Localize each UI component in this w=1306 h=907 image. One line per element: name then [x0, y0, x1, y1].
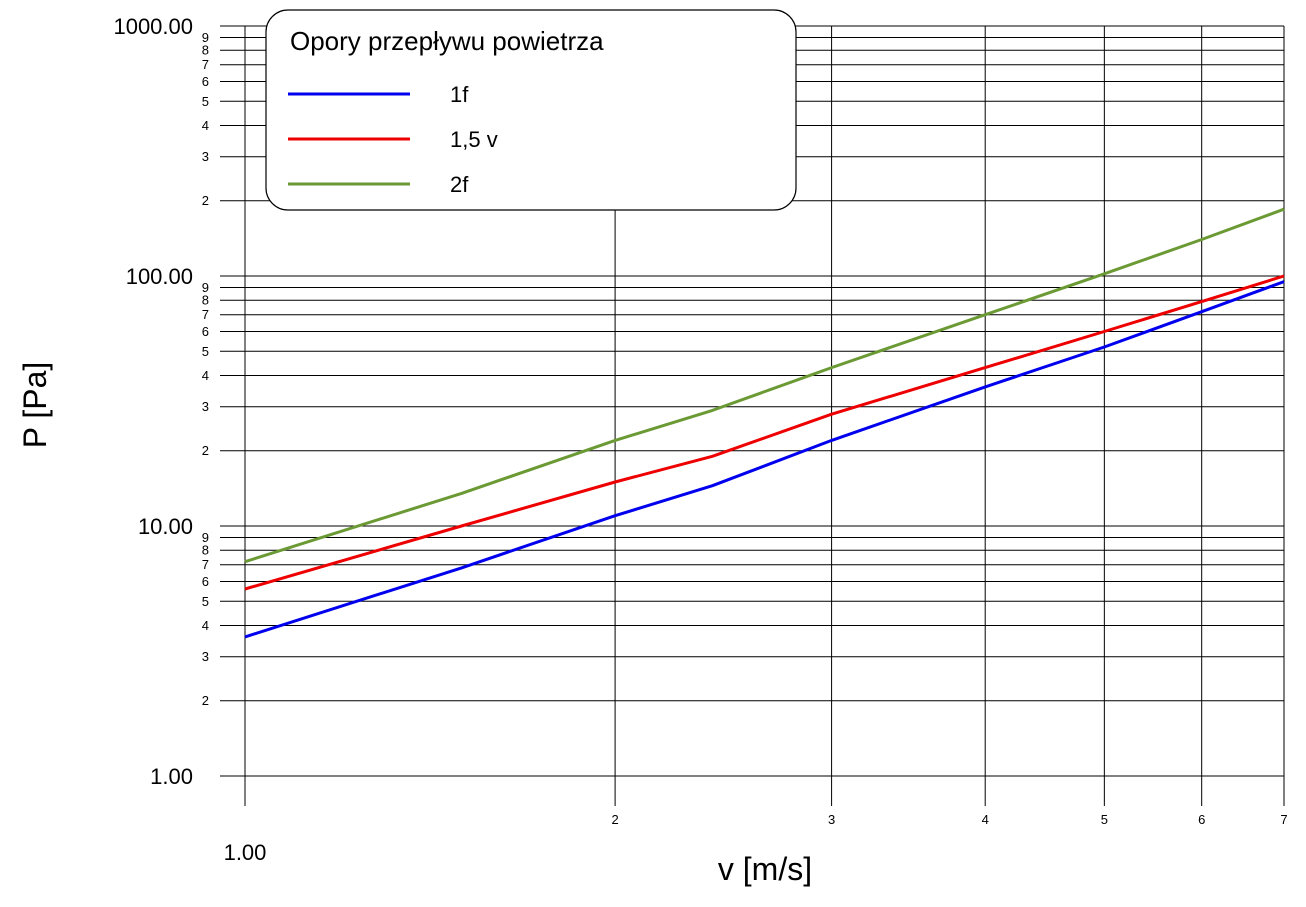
y-minor-tick-label: 6 [202, 324, 209, 339]
y-axis-title: P [Pa] [17, 362, 53, 449]
y-minor-tick-label: 4 [202, 618, 209, 633]
y-minor-tick-label: 7 [202, 57, 209, 72]
y-minor-tick-label: 4 [202, 368, 209, 383]
y-minor-tick-label: 2 [202, 443, 209, 458]
y-minor-tick-label: 9 [202, 530, 209, 545]
y-minor-tick-label: 8 [202, 293, 209, 308]
y-major-tick-label: 1000.00 [113, 14, 193, 39]
y-minor-tick-label: 7 [202, 557, 209, 572]
y-minor-tick-label: 5 [202, 94, 209, 109]
y-major-tick-label: 100.00 [126, 264, 193, 289]
series-lines [244, 207, 1285, 639]
x-tick-label: 4 [982, 812, 989, 827]
x-tick-label: 6 [1198, 812, 1205, 827]
y-axis-ticks: 2345678923456789234567891.0010.00100.001… [113, 14, 209, 789]
y-minor-tick-label: 8 [202, 43, 209, 58]
y-minor-tick-label: 8 [202, 543, 209, 558]
y-minor-tick-label: 6 [202, 74, 209, 89]
x-axis-title: v [m/s] [718, 851, 812, 887]
legend: Opory przepływu powietrza 1f 1,5 v 2f [265, 9, 797, 211]
y-minor-tick-label: 9 [202, 30, 209, 45]
x-axis-ticks: 2 3 4 5 6 7 1.00 [224, 812, 1288, 865]
y-minor-tick-label: 6 [202, 574, 209, 589]
x-tick-label: 5 [1101, 812, 1108, 827]
y-minor-tick-label: 4 [202, 118, 209, 133]
x-tick-label: 7 [1280, 812, 1287, 827]
series-line-1 [244, 280, 1285, 639]
y-minor-tick-label: 9 [202, 280, 209, 295]
legend-title: Opory przepływu powietrza [290, 26, 604, 56]
y-minor-tick-label: 5 [202, 344, 209, 359]
y-minor-tick-label: 2 [202, 693, 209, 708]
legend-box [265, 9, 797, 211]
y-minor-tick-label: 5 [202, 594, 209, 609]
y-minor-tick-label: 3 [202, 149, 209, 164]
y-minor-tick-label: 2 [202, 193, 209, 208]
legend-label-3: 2f [450, 172, 469, 197]
y-minor-tick-label: 3 [202, 649, 209, 664]
x-major-tick-label: 1.00 [224, 840, 267, 865]
y-minor-tick-label: 3 [202, 399, 209, 414]
y-major-tick-label: 10.00 [138, 514, 193, 539]
y-minor-tick-label: 7 [202, 307, 209, 322]
x-tick-label: 2 [611, 812, 618, 827]
series-line-3 [244, 207, 1285, 564]
y-major-tick-label: 1.00 [150, 764, 193, 789]
legend-items: 1f 1,5 v 2f [288, 82, 498, 197]
legend-label-2: 1,5 v [450, 127, 498, 152]
x-tick-label: 3 [828, 812, 835, 827]
series-line-2 [244, 274, 1285, 591]
legend-label-1: 1f [450, 82, 469, 107]
